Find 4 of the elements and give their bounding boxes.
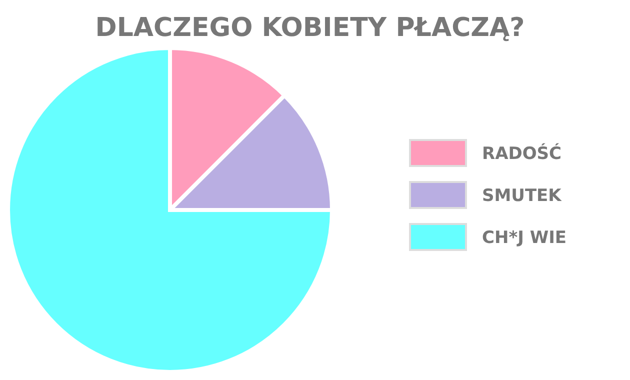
legend-label: CH*J WIE xyxy=(482,228,567,248)
legend-label: SMUTEK xyxy=(482,186,562,206)
legend-label: RADOŚĆ xyxy=(482,143,562,164)
chart-title: DLACZEGO KOBIETY PŁACZĄ? xyxy=(95,13,525,43)
